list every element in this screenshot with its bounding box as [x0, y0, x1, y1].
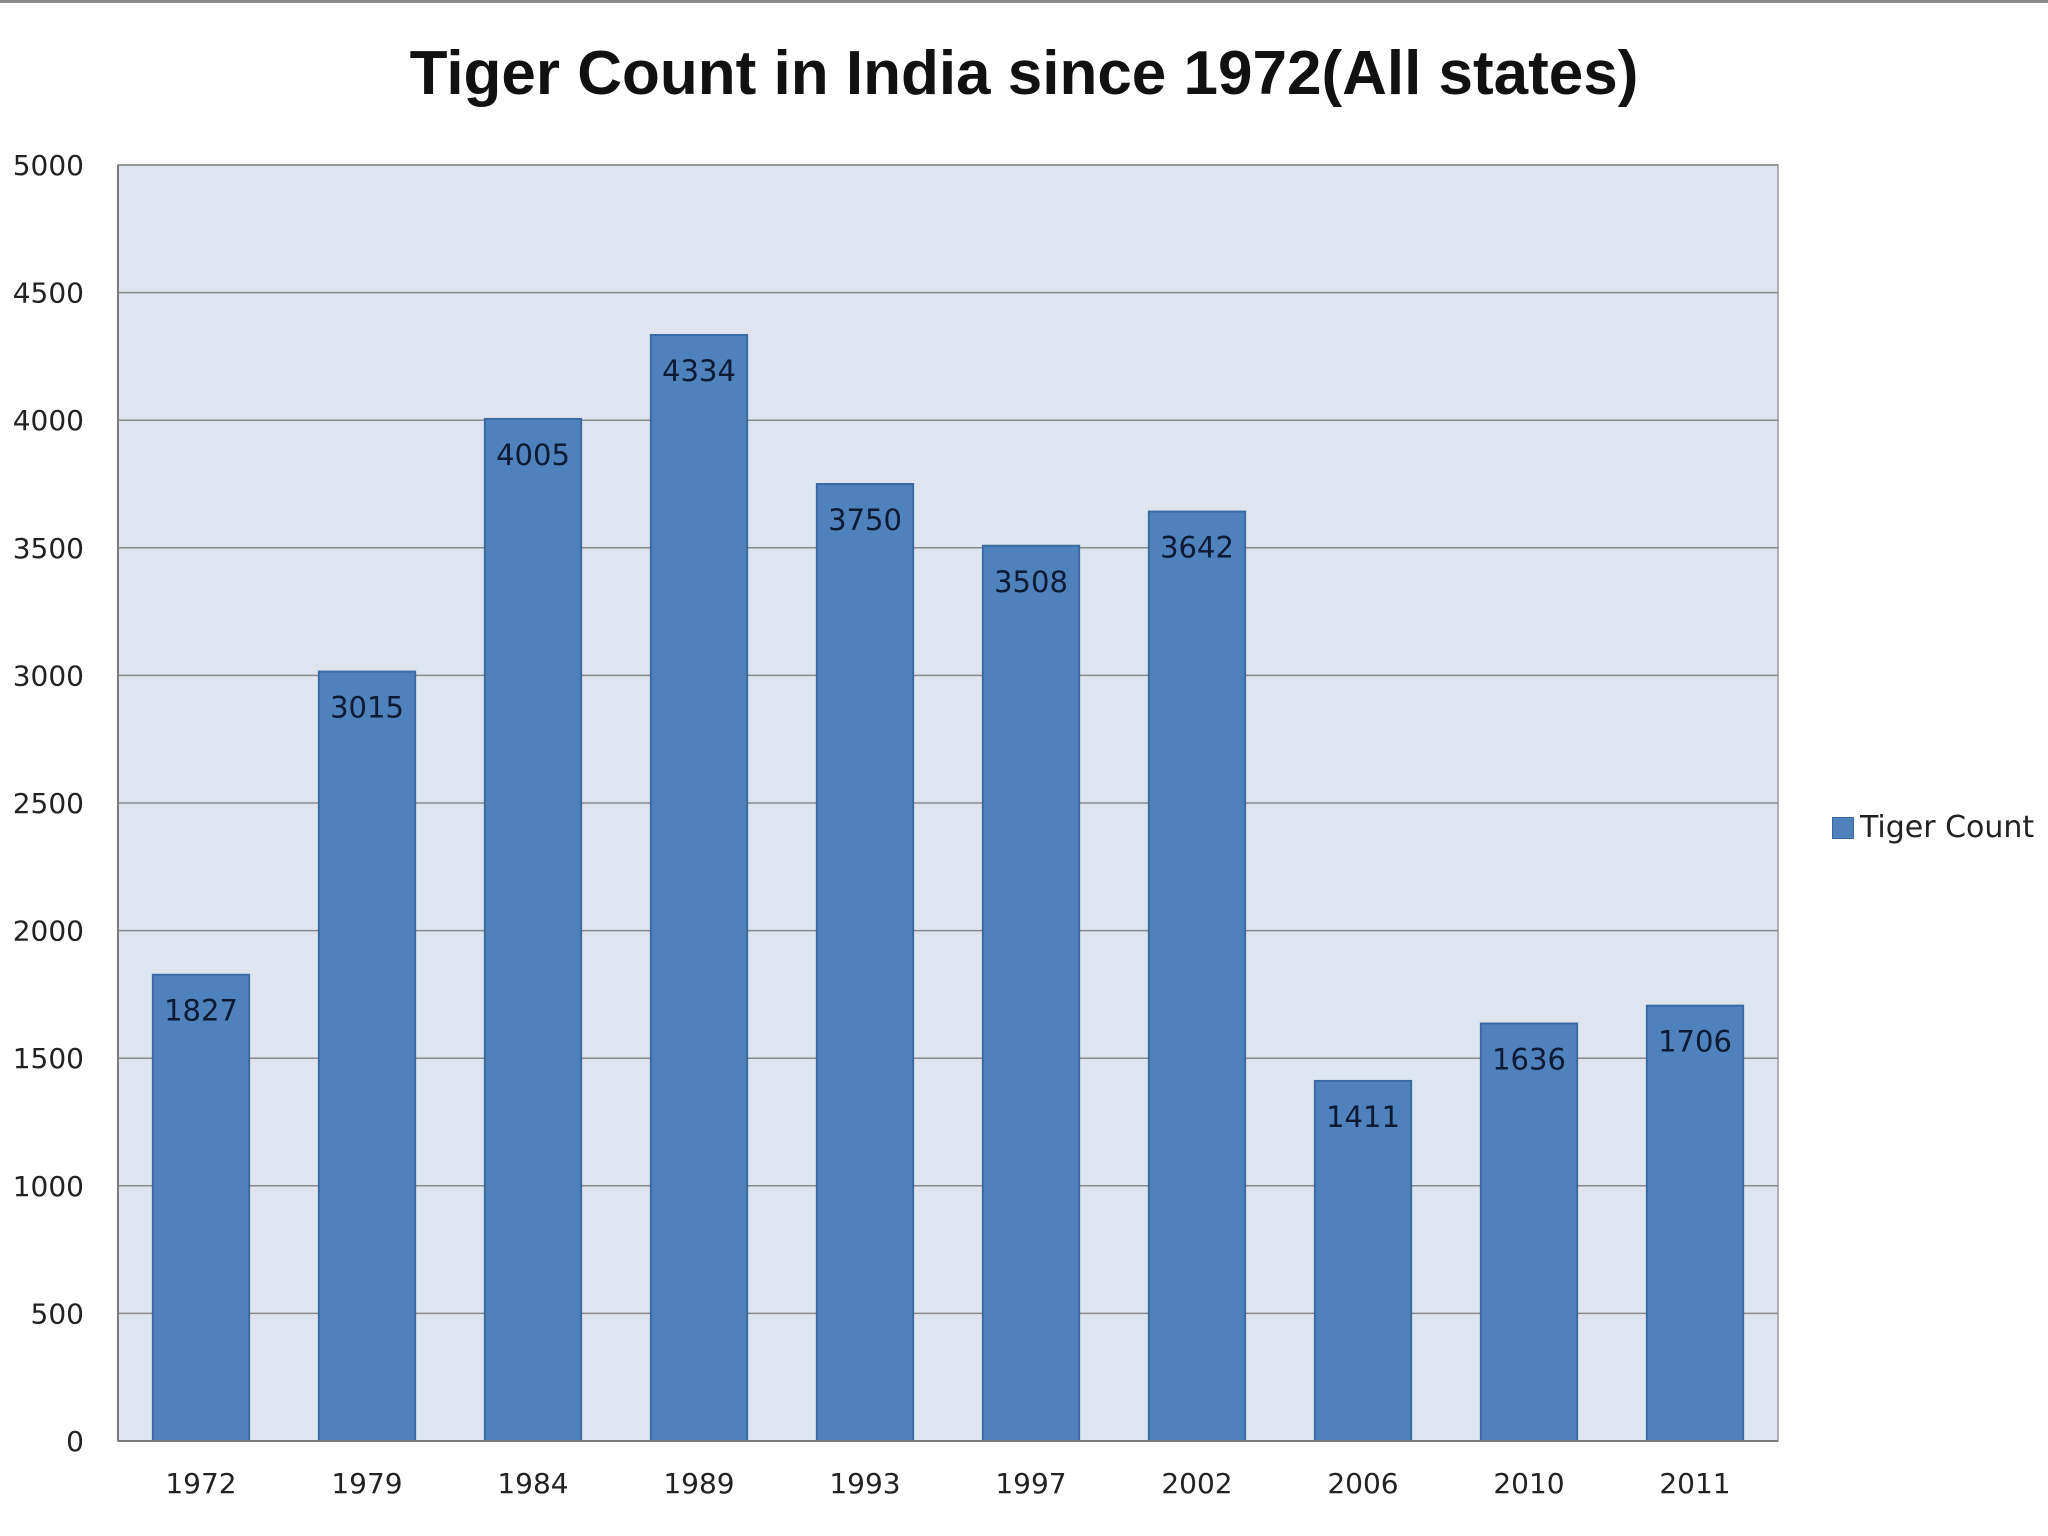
data-label-1979: 3015	[330, 691, 404, 725]
bar-1972	[151, 973, 251, 1442]
y-tick-label: 2500	[13, 787, 84, 820]
x-tick-label: 2011	[1659, 1467, 1730, 1500]
bar-1993	[815, 483, 915, 1442]
data-label-1993: 3750	[828, 503, 902, 537]
bar-1997	[981, 544, 1081, 1442]
x-tick-label: 1989	[663, 1467, 734, 1500]
bar-2011	[1645, 1004, 1745, 1442]
data-label-2010: 1636	[1492, 1042, 1566, 1076]
data-label-1989: 4334	[662, 354, 736, 388]
data-label-1972: 1827	[164, 994, 238, 1028]
legend-swatch	[1832, 816, 1854, 839]
y-tick-label: 1000	[13, 1170, 84, 1203]
data-label-1984: 4005	[496, 438, 570, 472]
y-tick-label: 0	[66, 1425, 84, 1458]
x-tick-label: 1993	[829, 1467, 900, 1500]
y-tick-label: 4000	[13, 404, 84, 437]
bar-1989	[649, 333, 749, 1442]
y-tick-label: 3500	[13, 532, 84, 565]
data-label-2002: 3642	[1160, 531, 1234, 565]
y-tick-label: 5000	[13, 149, 84, 182]
y-axis-tick-labels: 0 500 1000 1500 2000 2500 3000 3500 4000 4500 5000	[13, 149, 84, 1458]
data-label-1997: 3508	[994, 565, 1068, 599]
y-tick-label: 500	[31, 1297, 84, 1330]
bar-2006	[1313, 1079, 1413, 1443]
chart-title: Tiger Count in India since 1972(All stat…	[409, 39, 1639, 108]
x-axis-tick-labels: 1972 1979 1984 1989 1993 1997 2002 2006 2010 2011	[165, 1467, 1730, 1500]
bars: 1827 3015 4005 4334 3750 3508 3642 1411 1636 1706	[118, 333, 1778, 1443]
data-label-2011: 1706	[1658, 1025, 1732, 1059]
x-tick-label: 1972	[165, 1467, 236, 1500]
y-tick-label: 3000	[13, 659, 84, 692]
x-tick-label: 2006	[1327, 1467, 1398, 1500]
bar-1979	[317, 670, 417, 1442]
x-tick-label: 1984	[497, 1467, 568, 1500]
bar-2010	[1479, 1022, 1579, 1442]
y-tick-label: 4500	[13, 277, 84, 310]
top-border	[0, 0, 2048, 3]
data-label-2006: 1411	[1326, 1100, 1400, 1134]
x-tick-label: 2010	[1493, 1467, 1564, 1500]
legend-label: Tiger Count	[1860, 810, 2035, 845]
x-tick-label: 2002	[1161, 1467, 1232, 1500]
bar-2002	[1147, 510, 1247, 1443]
x-tick-label: 1997	[995, 1467, 1066, 1500]
legend: Tiger Count	[1832, 810, 2034, 845]
bar-1984	[483, 417, 583, 1442]
y-tick-label: 1500	[13, 1042, 84, 1075]
x-tick-label: 1979	[331, 1467, 402, 1500]
y-tick-label: 2000	[13, 915, 84, 948]
